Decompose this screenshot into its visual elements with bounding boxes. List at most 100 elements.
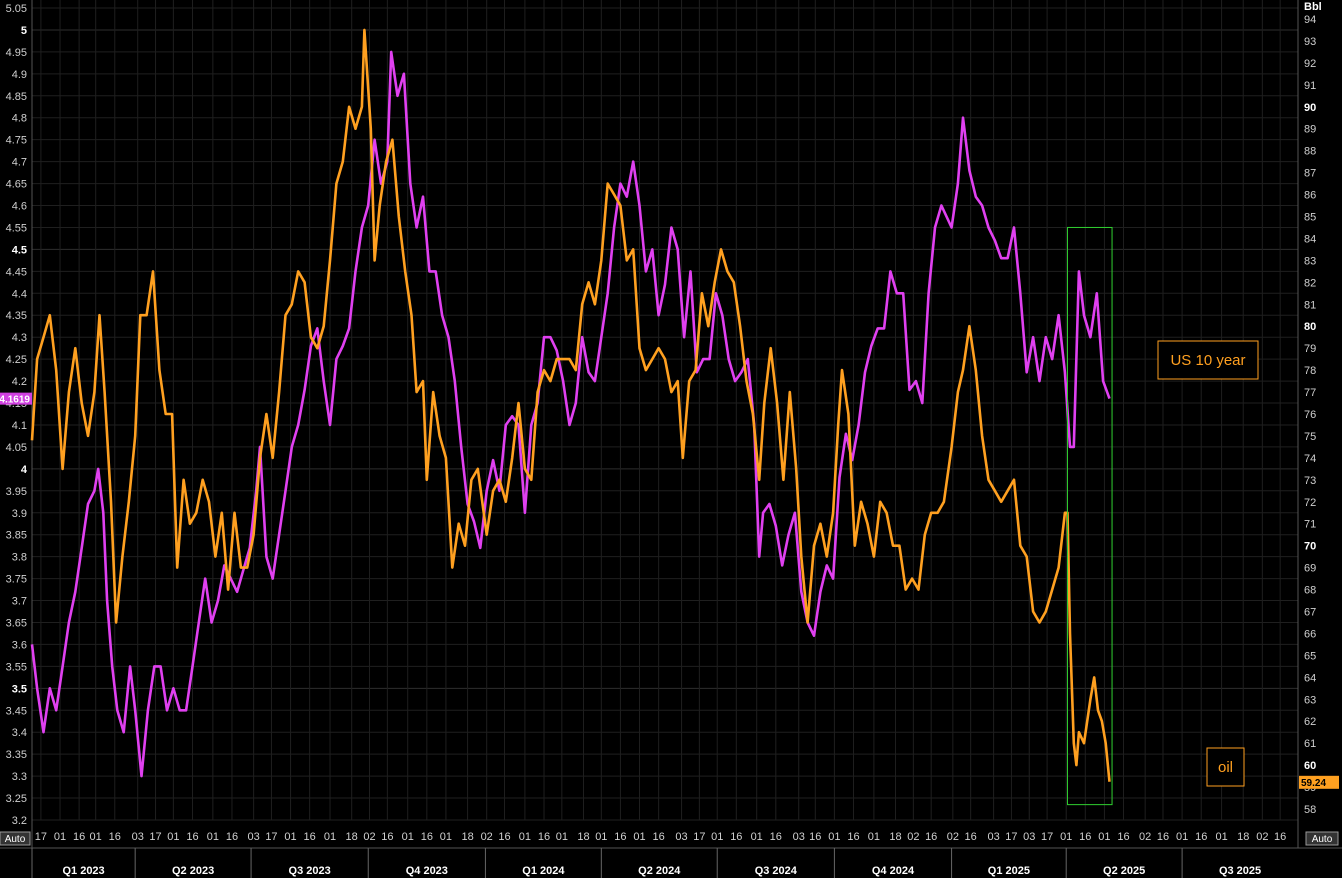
x-day-label: 16 bbox=[653, 831, 665, 843]
right-tick-label: 63 bbox=[1304, 694, 1316, 706]
x-day-label: 16 bbox=[1274, 831, 1286, 843]
x-day-label: 16 bbox=[1079, 831, 1091, 843]
left-tick-label: 4.95 bbox=[6, 47, 27, 59]
annotations: US 10 year oil bbox=[1066, 226, 1259, 806]
right-tick-label: 80 bbox=[1304, 321, 1316, 333]
x-day-label: 17 bbox=[1005, 831, 1017, 843]
left-tick-label: 3.65 bbox=[6, 617, 27, 629]
left-tick-label: 3.85 bbox=[6, 530, 27, 542]
left-tick-label: 3.55 bbox=[6, 661, 27, 673]
left-tick-label: 3.3 bbox=[12, 771, 27, 783]
x-day-label: 18 bbox=[577, 831, 589, 843]
right-tick-label: 91 bbox=[1304, 80, 1316, 92]
left-axis: 3.2 3.25 3.3 3.35 3.4 3.45 3.5 3.55 3.6 3.65 3.7 3.… bbox=[0, 0, 33, 848]
left-tick-label: 3.75 bbox=[6, 574, 27, 586]
right-tick-label: 67 bbox=[1304, 607, 1316, 619]
left-tick-label: 4.45 bbox=[6, 266, 27, 278]
right-tick-label: 85 bbox=[1304, 211, 1316, 223]
left-tick-label: 3.9 bbox=[12, 508, 27, 520]
x-day-label: 16 bbox=[186, 831, 198, 843]
x-day-label: 18 bbox=[1237, 831, 1249, 843]
left-tick-label: 3.7 bbox=[12, 596, 27, 608]
right-tick-label: 74 bbox=[1304, 453, 1316, 465]
right-auto-label: Auto bbox=[1312, 834, 1333, 845]
legend-us10y-box bbox=[1157, 340, 1259, 380]
right-tick-label: 64 bbox=[1304, 672, 1316, 684]
quarter-label: Q1 2023 bbox=[62, 865, 104, 877]
right-tick-label: 86 bbox=[1304, 190, 1316, 202]
x-day-label: 16 bbox=[925, 831, 937, 843]
x-day-label: 01 bbox=[402, 831, 414, 843]
right-tick-label: 89 bbox=[1304, 124, 1316, 136]
x-day-label: 16 bbox=[73, 831, 85, 843]
left-tick-label: 5 bbox=[21, 25, 27, 37]
x-day-label: 01 bbox=[556, 831, 568, 843]
x-day-label: 16 bbox=[1117, 831, 1129, 843]
left-tick-label: 4.4 bbox=[12, 288, 27, 300]
series-line-oil bbox=[30, 28, 1111, 782]
left-tick-label: 3.2 bbox=[12, 815, 27, 827]
right-last-value-tag bbox=[1299, 775, 1339, 789]
x-day-label: 16 bbox=[109, 831, 121, 843]
x-day-label: 16 bbox=[381, 831, 393, 843]
left-tick-label: 4.2 bbox=[12, 376, 27, 388]
legend-oil-label: oil bbox=[1218, 759, 1233, 776]
right-tick-label: 73 bbox=[1304, 475, 1316, 487]
x-day-label: 01 bbox=[440, 831, 452, 843]
x-day-label: 18 bbox=[461, 831, 473, 843]
left-auto-label: Auto bbox=[5, 834, 26, 845]
quarter-label: Q4 2024 bbox=[872, 865, 915, 877]
quarter-label: Q1 2024 bbox=[522, 865, 565, 877]
left-tick-label: 4.7 bbox=[12, 157, 27, 169]
x-day-label: 16 bbox=[498, 831, 510, 843]
right-tick-label: 92 bbox=[1304, 58, 1316, 70]
grid bbox=[32, 0, 1298, 821]
highlight-box bbox=[1066, 226, 1113, 806]
left-tick-label: 3.8 bbox=[12, 552, 27, 564]
x-day-label: 02 bbox=[907, 831, 919, 843]
right-auto-button bbox=[1305, 831, 1339, 846]
right-tick-label: 90 bbox=[1304, 102, 1316, 114]
x-day-label: 16 bbox=[304, 831, 316, 843]
right-tick-label: 71 bbox=[1304, 519, 1316, 531]
x-day-label: 01 bbox=[751, 831, 763, 843]
x-day-label: 01 bbox=[167, 831, 179, 843]
quarter-label: Q4 2023 bbox=[406, 865, 448, 877]
x-day-label: 01 bbox=[284, 831, 296, 843]
left-tick-label: 4.25 bbox=[6, 354, 27, 366]
quarter-label: Q2 2023 bbox=[172, 865, 214, 877]
right-tick-label: 77 bbox=[1304, 387, 1316, 399]
x-day-label: 17 bbox=[35, 831, 47, 843]
quarter-label: Q3 2024 bbox=[755, 865, 798, 877]
right-tick-label: 93 bbox=[1304, 36, 1316, 48]
left-tick-label: 5.05 bbox=[6, 3, 27, 15]
x-day-label: 18 bbox=[346, 831, 358, 843]
x-day-label: 01 bbox=[207, 831, 219, 843]
left-tick-label: 4.3 bbox=[12, 332, 27, 344]
left-tick-label: 4.6 bbox=[12, 201, 27, 213]
x-day-label: 02 bbox=[481, 831, 493, 843]
right-last-value-label: 59.24 bbox=[1301, 778, 1326, 789]
x-day-label: 17 bbox=[693, 831, 705, 843]
x-day-label: 01 bbox=[1215, 831, 1227, 843]
left-last-value-tag bbox=[0, 392, 32, 405]
right-tick-label: 68 bbox=[1304, 585, 1316, 597]
x-day-label: 03 bbox=[132, 831, 144, 843]
x-day-label: 16 bbox=[847, 831, 859, 843]
x-day-label: 03 bbox=[675, 831, 687, 843]
x-day-label: 01 bbox=[828, 831, 840, 843]
left-tick-label: 3.6 bbox=[12, 639, 27, 651]
right-tick-label: 88 bbox=[1304, 146, 1316, 158]
right-tick-label: 60 bbox=[1304, 760, 1316, 772]
x-day-label: 16 bbox=[1195, 831, 1207, 843]
quarter-label: Q2 2024 bbox=[638, 865, 681, 877]
left-tick-label: 4.65 bbox=[6, 179, 27, 191]
legend-oil-box bbox=[1206, 747, 1245, 787]
left-tick-label: 4.75 bbox=[6, 135, 27, 147]
x-day-label: 16 bbox=[421, 831, 433, 843]
right-tick-label: 62 bbox=[1304, 716, 1316, 728]
right-tick-label: 82 bbox=[1304, 277, 1316, 289]
left-tick-label: 4.85 bbox=[6, 91, 27, 103]
left-tick-label: 3.4 bbox=[12, 727, 27, 739]
